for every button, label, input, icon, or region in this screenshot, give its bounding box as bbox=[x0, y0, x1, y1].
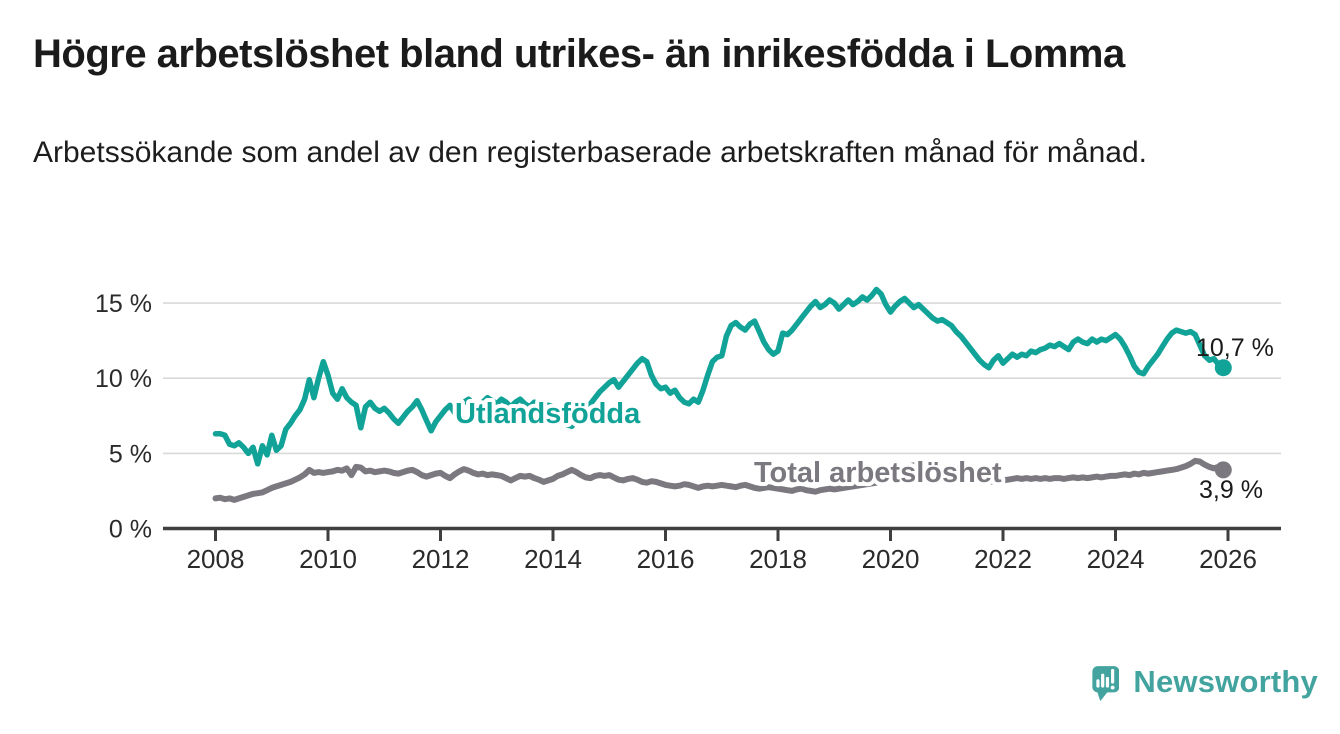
end-value-label-total: 3,9 % bbox=[1199, 476, 1263, 504]
newsworthy-wordmark: Newsworthy bbox=[1133, 664, 1318, 699]
x-tick-label: 2012 bbox=[412, 544, 470, 574]
speech-bubble-chart-icon bbox=[1092, 666, 1120, 702]
series-end-dot-utlandsfodda bbox=[1214, 359, 1232, 377]
series-label-total-arbetsloshet: Total arbetslöshet bbox=[754, 457, 1002, 489]
y-tick-label: 0 % bbox=[109, 516, 152, 544]
series-label-utlandsfodda: Utlandsfödda bbox=[455, 398, 641, 430]
x-tick-label: 2020 bbox=[862, 544, 920, 574]
series-line-utlandsfodda bbox=[212, 286, 1227, 467]
series-line-total-arbetsloshet bbox=[212, 457, 1227, 503]
page-title: Högre arbetslöshet bland utrikes- än inr… bbox=[33, 32, 1125, 76]
y-tick-label: 10 % bbox=[95, 365, 152, 393]
series-end-dot-total bbox=[1214, 461, 1232, 479]
x-tick-label: 2024 bbox=[1087, 544, 1145, 574]
page-subtitle: Arbetssökande som andel av den registerb… bbox=[33, 136, 1147, 169]
x-tick-label: 2008 bbox=[187, 544, 245, 574]
x-tick-label: 2026 bbox=[1199, 544, 1257, 574]
x-tick-label: 2018 bbox=[749, 544, 807, 574]
x-tick-label: 2014 bbox=[524, 544, 582, 574]
y-tick-label: 5 % bbox=[109, 440, 152, 468]
y-tick-label: 15 % bbox=[95, 290, 152, 318]
newsworthy-logo[interactable]: Newsworthy bbox=[1086, 654, 1318, 710]
x-tick-label: 2016 bbox=[637, 544, 695, 574]
x-tick-label: 2010 bbox=[299, 544, 357, 574]
end-value-label-utlandsfodda: 10,7 % bbox=[1196, 334, 1274, 362]
x-tick-label: 2022 bbox=[974, 544, 1032, 574]
x-axis-ticks bbox=[214, 530, 1230, 541]
